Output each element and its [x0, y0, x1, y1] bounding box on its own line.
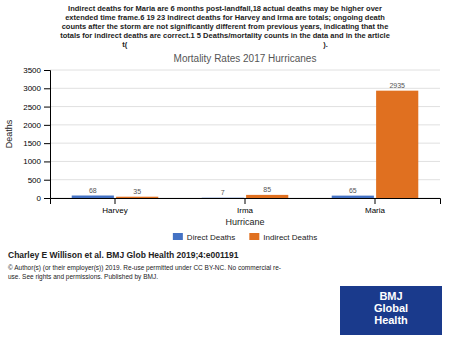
x-tick: Irma: [237, 198, 254, 215]
x-tick: Harvey: [102, 198, 127, 215]
legend-label: Direct Deaths: [187, 233, 235, 242]
data-label: 2935: [389, 82, 405, 89]
legend-item: Direct Deaths: [173, 233, 235, 242]
y-axis-title: Deaths: [4, 119, 14, 148]
y-tick-mark: [44, 70, 50, 71]
y-tick: 1000: [23, 157, 50, 166]
y-tick: 2000: [23, 121, 50, 130]
logo-text: Global: [374, 302, 408, 314]
y-tick-label: 3000: [23, 84, 41, 93]
y-tick-mark: [44, 88, 50, 89]
x-axis-line: [51, 199, 441, 205]
bar: [72, 196, 114, 198]
bar: [246, 195, 288, 198]
y-tick-mark: [44, 198, 50, 199]
header-line: totals for indirect deaths are correct.1…: [60, 31, 390, 40]
y-tick-label: 0: [37, 194, 42, 203]
chart-container: Indirect deaths for Maria are 6 months p…: [0, 0, 450, 338]
legend-swatch: [249, 233, 259, 240]
y-tick: 3000: [23, 84, 50, 93]
logo-text: BMJ: [379, 290, 402, 302]
y-tick: 500: [28, 176, 50, 185]
y-tick-label: 1500: [23, 139, 41, 148]
y-tick-label: 2000: [23, 121, 41, 130]
citation: Charley E Willison et al. BMJ Glob Healt…: [8, 250, 239, 260]
header-line: Indirect deaths for Maria are 6 months p…: [68, 4, 382, 13]
y-tick-mark: [44, 161, 50, 162]
y-tick: 1500: [23, 139, 50, 148]
y-tick: 2500: [23, 103, 50, 112]
y-tick-mark: [44, 107, 50, 108]
header-line: t( ).: [122, 40, 327, 49]
data-labels: 68 7 65 35 85 2935: [89, 82, 405, 196]
x-axis-title: Hurricane: [225, 217, 264, 227]
grid-line: [50, 88, 440, 89]
data-label: 68: [89, 187, 97, 194]
bar: [116, 197, 158, 198]
x-axis: Harvey Irma Maria: [51, 198, 441, 215]
bar: [376, 91, 418, 198]
footer: Charley E Willison et al. BMJ Glob Healt…: [8, 250, 281, 281]
logo-text: Health: [374, 314, 408, 326]
y-tick-label: 3500: [23, 66, 41, 75]
y-tick-mark: [44, 180, 50, 181]
header-line: counts after the storm are not significa…: [62, 22, 389, 31]
legend-label: Indirect Deaths: [263, 233, 317, 242]
header-line: extended time frame.6 19 23 Indirect dea…: [65, 13, 385, 22]
y-tick-label: 500: [28, 176, 42, 185]
x-tick-label: Harvey: [102, 206, 127, 215]
chart-svg: Indirect deaths for Maria are 6 months p…: [0, 0, 450, 338]
y-axis: 0 500 1000 1500 2000 2500 3000 3500: [23, 66, 50, 203]
logo-box: [340, 286, 442, 335]
chart-title: Mortality Rates 2017 Hurricanes: [174, 53, 317, 64]
data-label: 35: [133, 188, 141, 195]
x-tick-label: Maria: [365, 206, 386, 215]
header: Indirect deaths for Maria are 6 months p…: [60, 4, 390, 49]
x-tick-mark: [375, 198, 376, 204]
y-axis-line: [44, 71, 51, 199]
y-tick-mark: [44, 125, 50, 126]
legend: Direct Deaths Indirect Deaths: [173, 233, 317, 242]
legend-item: Indirect Deaths: [249, 233, 317, 242]
data-label: 85: [263, 186, 271, 193]
data-label: 7: [221, 189, 225, 196]
y-tick: 0: [37, 194, 50, 203]
y-tick-label: 1000: [23, 157, 41, 166]
y-tick-label: 2500: [23, 103, 41, 112]
grid: [50, 70, 440, 198]
data-label: 65: [349, 187, 357, 194]
grid-line: [50, 70, 440, 71]
legend-swatch: [173, 233, 183, 240]
y-tick-mark: [44, 143, 50, 144]
y-tick: 3500: [23, 66, 50, 75]
copyright-line: use. See rights and permissions. Publish…: [8, 273, 158, 281]
bar: [332, 196, 374, 198]
bar: [202, 197, 244, 198]
logo: BMJGlobalHealth: [340, 286, 442, 335]
x-tick-mark: [115, 198, 116, 204]
x-tick: Maria: [365, 198, 386, 215]
bars: [72, 91, 419, 198]
x-tick-label: Irma: [237, 206, 254, 215]
x-tick-mark: [245, 198, 246, 204]
background: [0, 0, 450, 338]
copyright-line: © Author(s) (or their employer(s)) 2019.…: [8, 264, 281, 272]
